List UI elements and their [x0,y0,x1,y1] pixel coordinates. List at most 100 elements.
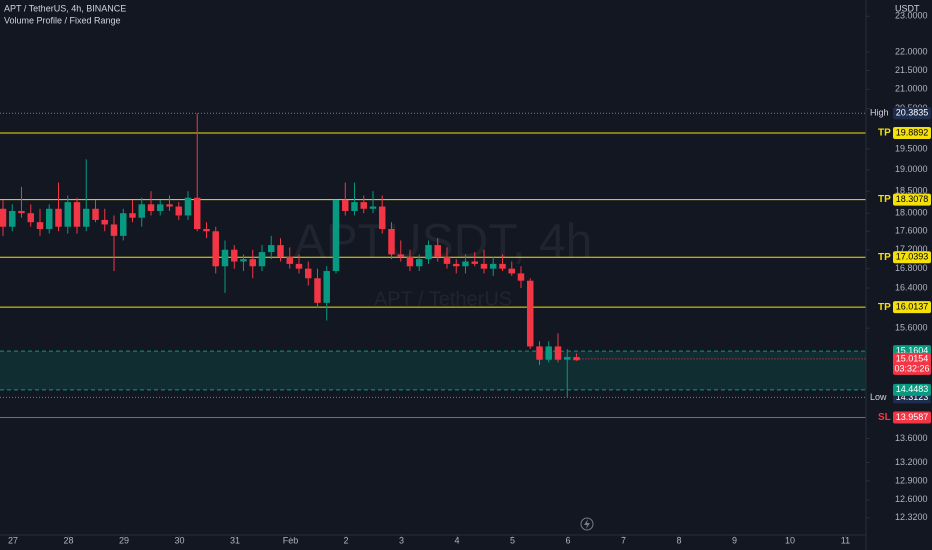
candle-body [0,208,7,227]
candle-body [443,256,451,264]
candle-body [462,261,469,267]
candle-body [378,206,386,229]
candle-body [286,256,293,264]
candle-body [212,231,219,267]
x-tick-label: 4 [454,535,459,545]
y-tick-label: 18.0000 [895,208,928,218]
zone [0,351,866,390]
level-label: TP [878,252,891,263]
watermark: APTUSDT, 4h APT / TetherUS [294,216,593,311]
level-value: 17.0393 [896,252,929,262]
candle-body [73,202,81,227]
candle-body [120,213,127,236]
y-tick-label: 23.0000 [895,11,928,21]
x-tick-label: 6 [565,535,570,545]
candle-body [92,208,99,220]
level-box [893,107,931,120]
candle-body [434,245,441,257]
candle-body [305,268,312,279]
x-tick-label: 7 [621,535,626,545]
x-tick-label: 27 [8,535,18,545]
y-tick-label: 16.4000 [895,282,928,292]
candle-body [194,197,201,229]
y-tick-label: 17.6000 [895,226,928,236]
x-tick-label: 10 [785,535,795,545]
candle-body [545,346,552,360]
y-tick-label: 12.9000 [895,475,928,485]
candle-body [36,222,44,229]
level-value: 18.3078 [896,194,929,204]
replay-button[interactable] [580,517,594,531]
candle-body [175,206,182,216]
candle-body [295,263,303,269]
candle-body [129,213,136,218]
y-tick-label: 15.6000 [895,323,928,333]
x-tick-label: Feb [283,535,299,545]
candle-body [323,271,330,303]
candle-body [156,204,164,211]
zone-value: 14.4483 [896,384,929,394]
watermark-description: APT / TetherUS [374,288,512,310]
candle-body [564,357,571,360]
y-tick-label: 18.5000 [895,186,928,196]
level-value: 20.3835 [896,108,929,118]
x-tick-label: 11 [841,535,850,545]
level-value: 13.9587 [896,412,929,422]
plot-area [0,112,866,419]
candle-body [508,268,515,274]
chart-title: APT / TetherUS, 4h, BINANCE [4,3,126,13]
y-tick-label: 12.3200 [895,512,928,522]
y-tick-label: 16.8000 [895,263,928,273]
y-tick-label: 13.2000 [895,457,928,467]
candle-body [110,224,118,236]
candle-body [231,249,238,262]
watermark-symbol: APTUSDT, 4h [294,216,593,269]
candle-body [471,261,478,264]
candle-body [425,245,432,260]
last-price-box [893,352,931,375]
level-label: TP [878,128,891,139]
x-tick-label: 3 [399,535,404,545]
x-tick-label: 28 [63,535,73,545]
x-tick-label: 30 [174,535,184,545]
level-box [893,193,931,206]
candle-body [147,204,155,211]
zone-box [893,383,931,396]
candle-body [360,202,367,209]
y-tick-label: 13.6000 [895,433,928,443]
candle-body [27,213,34,223]
level-label: Low [870,392,887,402]
candle-body [184,197,192,216]
y-tick-label: 12.6000 [895,494,928,504]
lightning-icon[interactable] [584,519,590,529]
candle-body [397,254,404,257]
candle-body [388,228,395,255]
candle-body [166,204,173,207]
y-tick-label: 22.0000 [895,46,928,56]
x-tick-label: 31 [230,535,240,545]
candle-body [342,199,349,211]
x-tick-label: 29 [119,535,129,545]
candle-body [480,263,488,269]
level-value: 19.8892 [896,127,929,137]
countdown: 03:32:26 [894,363,929,373]
chart-subtitle: Volume Profile / Fixed Range [4,15,121,25]
level-value: 14.3123 [896,392,929,402]
candle-body [18,210,25,214]
level-box [893,127,931,140]
x-tick-label: 2 [343,535,348,545]
y-tick-label: 17.2000 [895,244,928,254]
level-box [893,251,931,264]
candle-body [499,263,506,269]
candle-body [536,346,543,360]
replay-circle[interactable] [580,517,594,531]
candle-body [489,263,497,269]
level-box [893,411,931,424]
candle-body [267,245,275,253]
candle-body [83,208,90,227]
candle-body [415,259,423,267]
y-tick-label: 19.0000 [895,164,928,174]
candle-body [55,208,62,227]
y-tick-label: 21.5000 [895,65,928,75]
